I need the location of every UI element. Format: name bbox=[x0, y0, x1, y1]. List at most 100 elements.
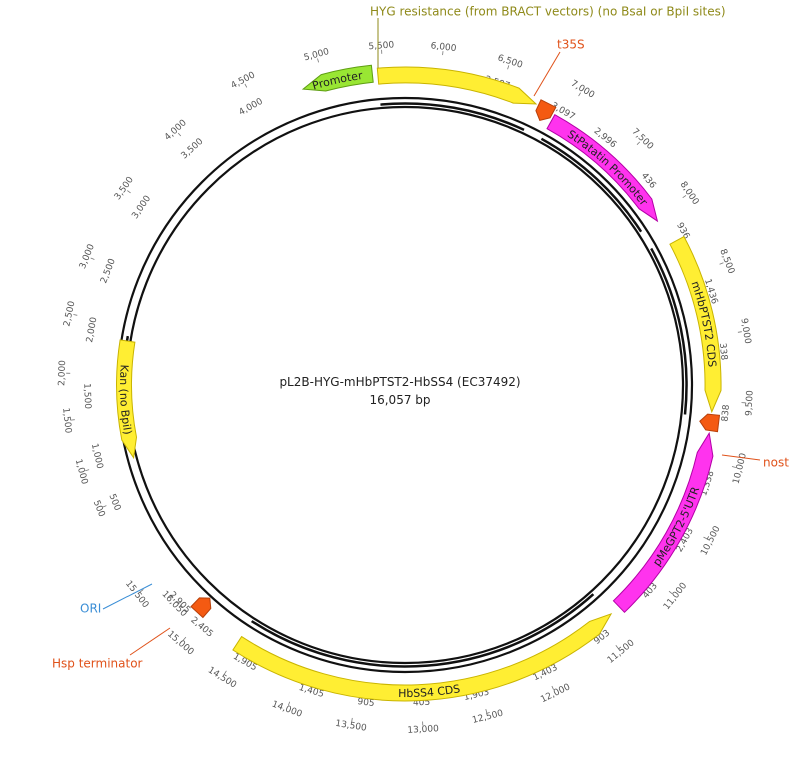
outer-tick-label: 500 bbox=[91, 499, 107, 519]
outer-tick-label: 8,500 bbox=[717, 248, 736, 276]
outer-tick-label: 15,500 bbox=[123, 579, 150, 610]
inner-tick-label: 1,500 bbox=[81, 383, 92, 409]
inner-tick-label: 405 bbox=[413, 698, 431, 709]
outer-tick-mark bbox=[636, 141, 641, 145]
outer-tick-label: 7,000 bbox=[569, 79, 596, 101]
hsp-callout[interactable]: Hsp terminator bbox=[52, 657, 143, 671]
outer-tick-label: 5,000 bbox=[303, 47, 331, 63]
outer-tick-mark bbox=[551, 685, 554, 690]
outer-tick-mark bbox=[485, 709, 488, 714]
outer-tick-mark bbox=[177, 132, 182, 137]
outer-tick-mark bbox=[731, 466, 736, 468]
outer-tick-mark bbox=[288, 701, 291, 706]
outer-tick-mark bbox=[703, 536, 708, 540]
outer-tick-mark bbox=[317, 58, 319, 63]
ori-callout[interactable]: ORI bbox=[80, 602, 101, 616]
outer-tick-label: 8,000 bbox=[678, 180, 701, 207]
inner-tick-label: 3,000 bbox=[130, 194, 153, 221]
outer-tick-label: 4,500 bbox=[230, 70, 258, 91]
nost-callout[interactable]: nost bbox=[763, 456, 789, 470]
outer-tick-mark bbox=[127, 190, 131, 194]
outer-tick-label: 2,000 bbox=[57, 360, 68, 386]
outer-tick-label: 11,000 bbox=[662, 581, 689, 612]
outer-tick-mark bbox=[223, 670, 227, 675]
outer-tick-mark bbox=[668, 590, 673, 595]
feature-stpatatin-promoter[interactable] bbox=[546, 114, 659, 223]
inner-tick-label: 3,500 bbox=[180, 137, 206, 162]
outer-tick-label: 12,000 bbox=[539, 682, 572, 705]
outer-tick-label: 9,500 bbox=[744, 390, 755, 417]
outer-tick-label: 3,500 bbox=[113, 175, 136, 202]
hyg-callout[interactable]: HYG resistance (from BRACT vectors) (no … bbox=[370, 5, 726, 19]
outer-tick-mark bbox=[719, 262, 724, 265]
outer-tick-label: 3,000 bbox=[78, 243, 97, 271]
feature-mhbptst2-cds[interactable] bbox=[669, 235, 722, 414]
strand-bar bbox=[251, 593, 594, 667]
t35s-callout[interactable]: t35S bbox=[557, 38, 585, 52]
inner-tick-label: 1,000 bbox=[89, 443, 105, 471]
feature-t35s[interactable] bbox=[535, 99, 557, 121]
feature-pmegpt2-5-utr[interactable] bbox=[612, 431, 714, 614]
outer-tick-label: 14,000 bbox=[270, 700, 303, 720]
outer-tick-label: 5,500 bbox=[368, 40, 395, 52]
outer-tick-mark bbox=[682, 195, 687, 199]
feature-promoter[interactable] bbox=[301, 64, 374, 92]
outer-tick-mark bbox=[578, 92, 581, 97]
strand-bar bbox=[540, 138, 642, 233]
outer-tick-mark bbox=[73, 314, 78, 316]
strand-bar bbox=[250, 594, 595, 668]
feature-hsp-terminator[interactable] bbox=[190, 597, 212, 619]
outer-tick-label: 6,500 bbox=[496, 53, 524, 71]
outer-tick-mark bbox=[182, 636, 187, 641]
outer-tick-label: 10,500 bbox=[699, 524, 722, 557]
outer-tick-label: 9,000 bbox=[738, 318, 752, 345]
plasmid-length: 16,057 bp bbox=[369, 393, 430, 407]
outer-tick-mark bbox=[90, 257, 95, 260]
inner-tick-label: 2,000 bbox=[85, 316, 99, 343]
outer-tick-mark bbox=[102, 505, 107, 508]
hsp-callout-leader bbox=[129, 627, 171, 656]
strand-bar bbox=[650, 248, 687, 415]
outer-tick-label: 13,500 bbox=[335, 719, 368, 734]
outer-tick-mark bbox=[139, 589, 144, 593]
inner-tick-label: 2,405 bbox=[188, 615, 214, 639]
strand-bar bbox=[380, 103, 525, 131]
inner-tick-label: 338 bbox=[717, 343, 729, 361]
outer-tick-label: 11,500 bbox=[606, 638, 637, 666]
feature-label-kan-no-bpii: Kan (no BpiI) bbox=[117, 364, 134, 435]
ori-callout-leader bbox=[102, 583, 153, 610]
inner-tick-label: 905 bbox=[357, 697, 375, 709]
outer-tick-label: 14,500 bbox=[206, 665, 238, 690]
inner-tick-label: 2,500 bbox=[99, 257, 118, 285]
outer-tick-mark bbox=[85, 469, 90, 472]
outer-tick-mark bbox=[737, 331, 742, 333]
feature-hyg-resistance[interactable] bbox=[376, 66, 538, 105]
strand-bar bbox=[541, 137, 643, 232]
outer-tick-label: 1,500 bbox=[60, 407, 73, 434]
outer-tick-label: 4,000 bbox=[163, 118, 189, 143]
outer-tick-label: 2,500 bbox=[62, 300, 77, 328]
t35s-callout-leader bbox=[533, 51, 561, 97]
inner-tick-label: 838 bbox=[721, 404, 732, 422]
strand-bar bbox=[650, 247, 688, 415]
plasmid-name: pL2B-HYG-mHbPTST2-HbSS4 (EC37492) bbox=[279, 375, 520, 389]
callouts: HYG resistance (from BRACT vectors) (no … bbox=[52, 5, 789, 671]
outer-tick-label: 1,000 bbox=[73, 458, 89, 486]
outer-tick-mark bbox=[351, 717, 353, 722]
outer-tick-label: 6,000 bbox=[430, 41, 457, 54]
feature-kan-no-bpii[interactable] bbox=[116, 339, 138, 460]
feature-nost[interactable] bbox=[699, 413, 721, 433]
outer-tick-label: 13,000 bbox=[407, 724, 439, 736]
feature-hbss4-cds[interactable] bbox=[232, 612, 613, 702]
inner-tick-label: 500 bbox=[106, 493, 122, 513]
outer-tick-mark bbox=[507, 65, 510, 70]
outer-tick-label: 15,000 bbox=[165, 629, 196, 657]
nost-callout-leader bbox=[721, 454, 761, 461]
outer-tick-mark bbox=[615, 645, 619, 649]
outer-tick-mark bbox=[244, 83, 248, 88]
outer-tick-label: 7,500 bbox=[630, 127, 656, 152]
outer-tick-label: 12,500 bbox=[471, 709, 504, 726]
inner-tick-label: 4,000 bbox=[237, 97, 265, 118]
